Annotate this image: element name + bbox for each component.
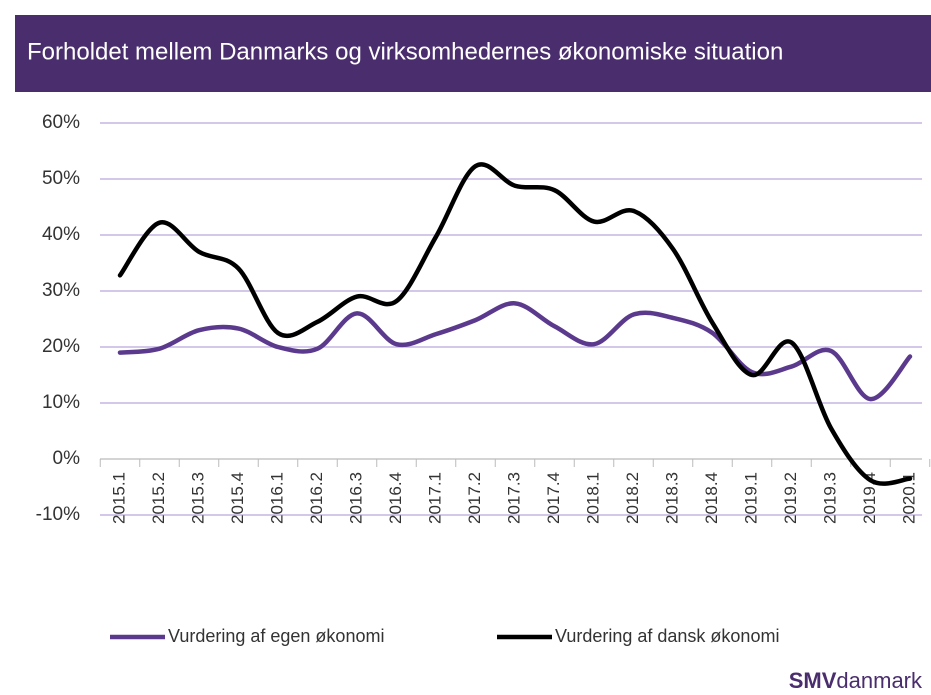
- x-tick-label: 2015.2: [149, 472, 168, 524]
- logo-bold: SMV: [789, 668, 837, 693]
- x-tick-label: 2017.1: [425, 472, 444, 524]
- x-tick-label: 2016.4: [386, 472, 405, 524]
- y-tick-label: 50%: [42, 168, 80, 189]
- y-tick-label: 10%: [42, 392, 80, 413]
- y-tick-label: 60%: [42, 112, 80, 133]
- x-tick-label: 2019.2: [781, 472, 800, 524]
- y-tick-label: 0%: [53, 448, 81, 469]
- logo-rest: danmark: [836, 668, 923, 693]
- y-tick-label: -10%: [36, 504, 80, 525]
- y-tick-label: 20%: [42, 336, 80, 357]
- x-tick-label: 2018.1: [583, 472, 602, 524]
- x-tick-label: 2017.3: [504, 472, 523, 524]
- x-tick-label: 2016.3: [346, 472, 365, 524]
- x-tick-label: 2020.1: [899, 472, 918, 524]
- x-tick-label: 2019.4: [860, 472, 879, 524]
- x-tick-label: 2019.3: [820, 472, 839, 524]
- title-bar: [15, 15, 931, 92]
- x-tick-label: 2017.4: [544, 472, 563, 524]
- series-line: [117, 162, 913, 486]
- x-tick-label: 2015.1: [109, 472, 128, 524]
- logo: SMVdanmark: [789, 668, 923, 693]
- x-tick-label: 2018.2: [623, 472, 642, 524]
- x-tick-label: 2016.2: [307, 472, 326, 524]
- series-line: [117, 301, 913, 402]
- x-tick-label: 2017.2: [465, 472, 484, 524]
- legend-label: Vurdering af dansk økonomi: [555, 626, 779, 646]
- y-tick-label: 40%: [42, 224, 80, 245]
- x-tick-label: 2018.4: [702, 472, 721, 524]
- x-tick-label: 2015.3: [188, 472, 207, 524]
- x-tick-label: 2016.1: [267, 472, 286, 524]
- x-tick-label: 2015.4: [228, 472, 247, 524]
- x-tick-label: 2019.1: [741, 472, 760, 524]
- y-tick-label: 30%: [42, 280, 80, 301]
- legend-label: Vurdering af egen økonomi: [168, 626, 384, 646]
- x-tick-label: 2018.3: [662, 472, 681, 524]
- chart-title: Forholdet mellem Danmarks og virksomhede…: [27, 38, 783, 65]
